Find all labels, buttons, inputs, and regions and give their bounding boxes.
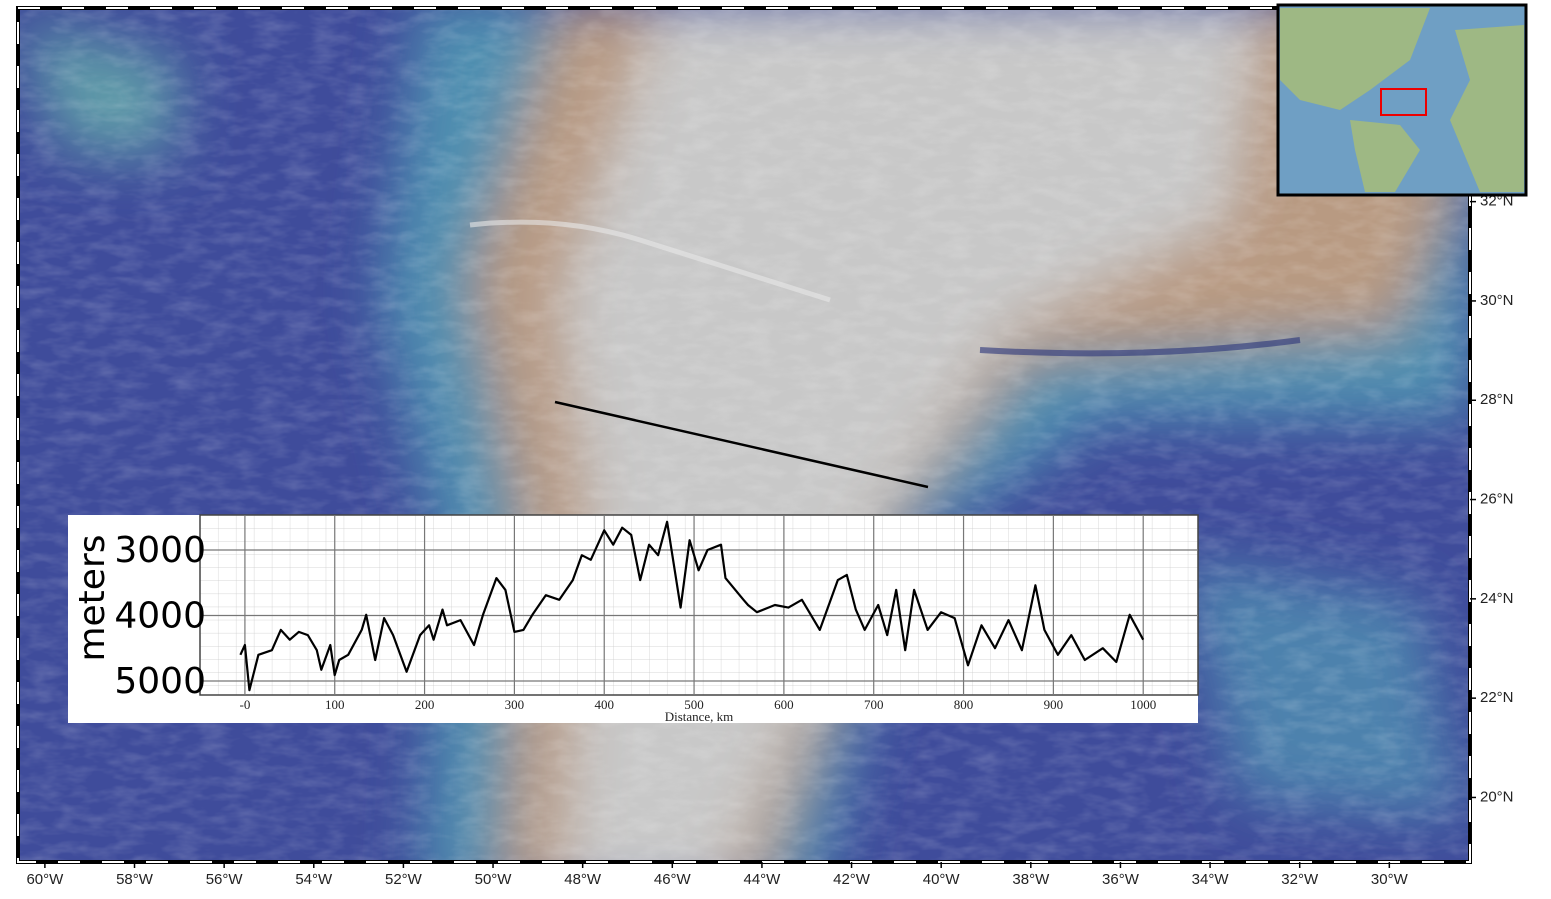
lon-tick-label: 52°W [385,871,423,888]
lon-tick-label: 42°W [833,871,871,888]
x-axis-label: Distance, km [665,709,734,724]
lat-tick-label: 20°N [1480,788,1514,805]
y-tick-label: 4000 [114,595,206,636]
y-tick-label: 3000 [114,530,206,571]
x-tick-label: 700 [864,697,884,712]
x-tick-label: 1000 [1130,697,1156,712]
lon-tick-label: 30°W [1371,871,1409,888]
lon-tick-label: 50°W [475,871,513,888]
lon-tick-label: 40°W [923,871,961,888]
lat-tick-label: 22°N [1480,689,1514,706]
x-tick-label: 600 [774,697,794,712]
x-tick-label: 500 [684,697,704,712]
map-frame-dash [17,7,1471,863]
y-axis-label: meters [72,534,113,661]
lon-tick-label: 56°W [206,871,244,888]
profile-track [554,400,929,489]
x-tick-label: -0 [239,697,250,712]
lon-tick-label: 38°W [1012,871,1050,888]
x-tick-label: 200 [415,697,435,712]
x-tick-label: 800 [954,697,974,712]
lon-tick-label: 58°W [116,871,154,888]
locator-inset [1276,3,1528,197]
y-tick-label: 5000 [114,661,206,702]
x-tick-label: 400 [594,697,614,712]
x-tick-label: 300 [505,697,525,712]
lat-tick-label: 24°N [1480,590,1514,607]
lon-tick-label: 46°W [654,871,692,888]
x-tick-label: 100 [325,697,345,712]
lon-tick-label: 44°W [744,871,782,888]
lon-tick-label: 32°W [1281,871,1319,888]
x-tick-label: 900 [1044,697,1064,712]
lat-tick-label: 30°N [1480,292,1514,309]
lon-tick-label: 54°W [295,871,333,888]
lon-tick-label: 60°W [26,871,64,888]
lon-tick-label: 34°W [1192,871,1230,888]
lon-tick-label: 48°W [564,871,602,888]
profile-line [239,520,1145,692]
lat-tick-label: 26°N [1480,491,1514,508]
lon-tick-label: 36°W [1102,871,1140,888]
lat-tick-label: 32°N [1480,193,1514,210]
lat-tick-label: 28°N [1480,391,1514,408]
